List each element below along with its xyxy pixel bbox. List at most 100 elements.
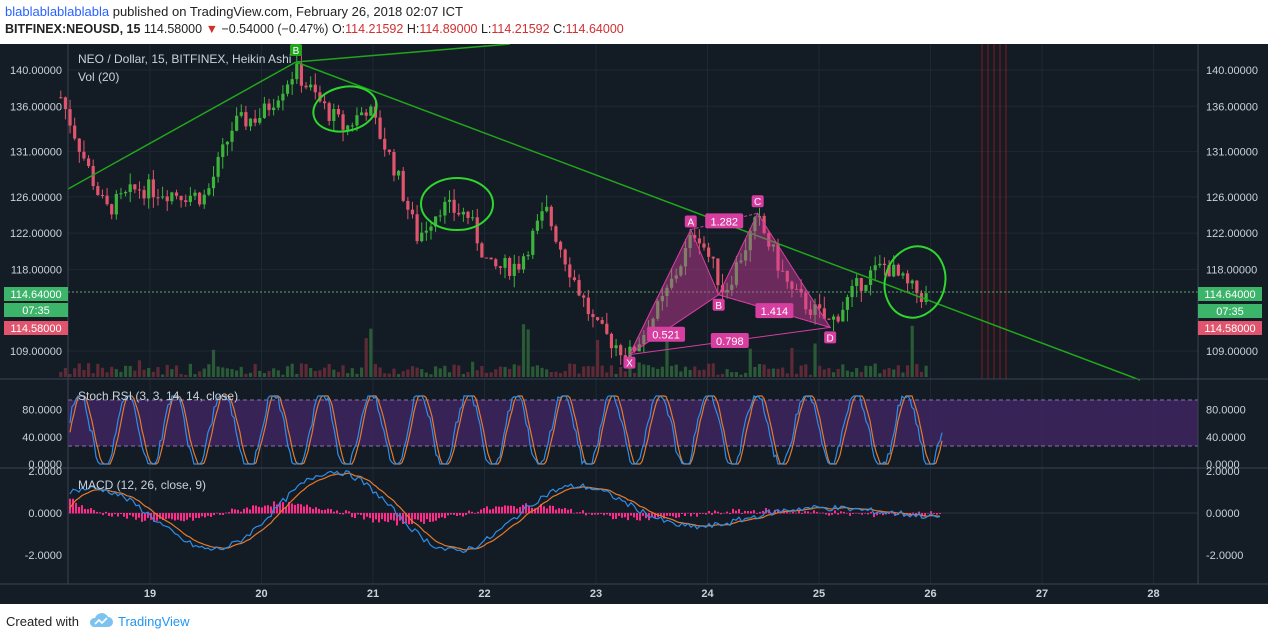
candle-body [123,191,128,194]
drawings[interactable]: B X A B C D 0.521 1.282 1.414 0.798 [67,43,1141,381]
candle-body [873,265,877,271]
candle-body [193,192,197,196]
candle-body [489,257,493,260]
volume-bar [59,372,63,377]
volume-bar [716,374,720,377]
pattern-ratio-box [647,326,686,342]
tradingview-cloud-icon[interactable] [88,613,114,629]
macd-histogram-bar [792,511,794,514]
candle-body [836,316,840,322]
price-tick-left: 140.00000 [10,65,62,77]
tradingview-link[interactable]: TradingView [118,614,190,629]
volume-bar [896,365,900,377]
macd-histogram-bar [744,510,746,514]
volume-bar [355,373,359,377]
macd-histogram-bar [240,511,242,514]
candle-body [383,138,387,150]
volume-bar [864,365,868,377]
candle-body [429,226,433,231]
chart-area[interactable]: B X A B C D 0.521 1.282 1.414 0.798 140.00000 140.… [0,43,1268,604]
macd-histogram-bar [78,506,80,514]
candle-body [549,206,553,227]
candle-body [484,257,489,259]
candle-body [762,215,766,234]
candle-body [892,264,896,277]
macd-histogram-bar [396,513,398,526]
macd-histogram-bar [759,511,761,514]
volume-bar [438,368,442,377]
low-label: L: [480,22,492,36]
macd-histogram-bar [762,510,764,514]
future-red-lines [981,44,1007,379]
volume-bar [905,365,910,377]
volume-bar [831,372,836,377]
candle-body [434,216,438,227]
price-change: −0.54000 (−0.47%) [221,22,329,36]
macd-histogram-bar [483,508,485,514]
candle-body [896,264,900,276]
macd-histogram-bar [618,513,620,516]
pattern-point-label: X [626,359,633,370]
macd-histogram-bar [354,513,356,519]
candle-body [600,320,604,324]
macd-histogram-bar [210,513,212,517]
volume-bar [725,369,729,377]
candle-body [725,289,729,293]
trendline-label-box [290,44,302,56]
volume-bar [420,369,424,377]
macd-tick-left: 2.0000 [28,466,62,478]
highlight-circle [420,177,494,231]
macd-histogram-bar [516,508,518,514]
volume-bar [452,364,456,377]
macd-histogram-bar [291,503,293,514]
macd-histogram-bar [315,507,317,514]
volume-bar [568,363,572,377]
candle-body [683,248,688,267]
macd-histogram-bar [507,505,509,514]
macd-histogram-bar [645,513,647,519]
candle-body [526,254,530,257]
candle-body [420,232,424,242]
stoch-k-line [69,394,943,466]
macd-histogram-bar [903,513,905,517]
macd-histogram-bar [825,513,827,515]
macd-histogram-bar [105,511,107,514]
price-tick-right: 109.00000 [1206,346,1258,358]
author-link[interactable]: blablablablablabla [5,4,110,19]
macd-histogram-bar [750,511,752,514]
volume-bar [915,364,919,377]
macd-histogram-bar [939,513,941,514]
candle-body [272,107,276,111]
macd-histogram-bar [303,506,305,514]
volume-bar [688,369,692,377]
time-tick: 20 [255,588,267,600]
candle-body [554,226,558,242]
volume-bar [406,369,410,377]
volume-bar [674,364,678,377]
candle-body [841,309,845,322]
volume-bar [313,370,317,377]
macd-histogram-bar [384,513,386,522]
volume-bar [151,371,155,377]
price-tick-left: 126.00000 [10,192,62,204]
volume-bar [549,371,553,377]
volume-bar [489,372,493,377]
macd-histogram-bar [420,513,422,522]
volume-bar [142,369,146,377]
macd-histogram-bar [462,513,464,517]
low-value: 114.21592 [491,22,550,36]
candle-body [355,115,359,126]
volume-bar [646,365,651,377]
time-tick: 24 [701,588,714,600]
volume-bar [818,365,822,377]
candle-body [262,103,266,118]
macd-histogram-bar [933,513,935,514]
macd-histogram-bar [96,511,98,514]
macd-histogram-bar [459,513,461,516]
pattern-point-box [623,356,636,369]
macd-histogram-bar [570,508,572,514]
volume-bar [174,365,179,377]
volume-bar [586,365,590,377]
macd-histogram-bar [159,513,161,519]
